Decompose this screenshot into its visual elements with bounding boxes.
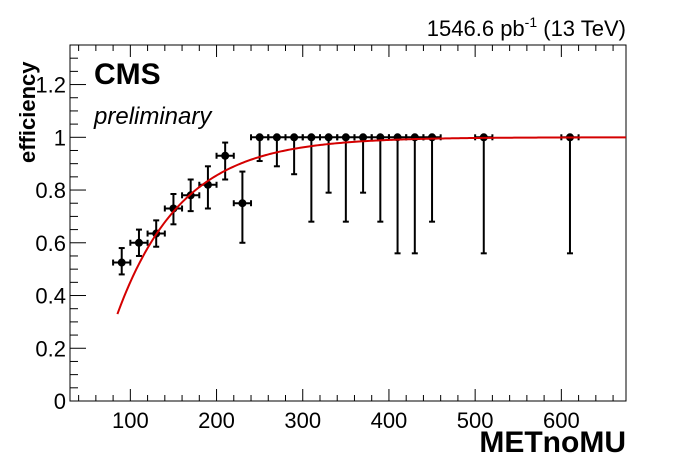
y-axis-tick-labels: 0 0.2 0.4 0.6 0.8 1 1.2 [35, 73, 66, 414]
data-marker [238, 199, 247, 208]
cms-label: CMS [94, 58, 161, 91]
y-tick-label: 0.6 [35, 231, 66, 256]
data-point [198, 165, 218, 210]
y-tick-label: 0.2 [35, 336, 66, 361]
data-point [129, 228, 149, 257]
x-axis-ticks [78, 45, 614, 401]
data-point [560, 133, 580, 255]
data-marker [307, 133, 316, 142]
data-point [163, 192, 184, 226]
data-point [267, 133, 287, 168]
data-marker [341, 133, 350, 142]
y-tick-label: 0.4 [35, 284, 66, 309]
data-marker [221, 151, 230, 160]
data-point [474, 133, 494, 255]
data-point [405, 133, 425, 255]
data-marker [324, 133, 333, 142]
luminosity-label: 1546.6 pb-1 (13 TeV) [427, 14, 626, 41]
energy-label: (13 TeV) [543, 16, 626, 41]
data-marker [272, 133, 281, 142]
data-point [215, 141, 235, 181]
x-tick-label: 400 [371, 408, 408, 433]
data-point [318, 133, 339, 194]
data-marker [134, 238, 143, 247]
data-point [232, 170, 253, 244]
y-tick-label: 0.8 [35, 178, 66, 203]
preliminary-label: preliminary [93, 103, 213, 130]
plot-frame [69, 44, 627, 402]
x-tick-label: 200 [198, 408, 235, 433]
y-axis-ticks [70, 44, 86, 402]
x-axis-label: METnoMU [479, 426, 626, 459]
y-tick-label: 1 [54, 125, 66, 150]
y-tick-label: 0 [54, 389, 66, 414]
y-tick-label: 1.2 [35, 73, 66, 98]
data-marker [428, 133, 437, 142]
x-tick-label: 300 [284, 408, 321, 433]
lumi-exponent: -1 [525, 14, 538, 30]
x-tick-label: 500 [457, 408, 494, 433]
data-marker [117, 258, 126, 267]
data-point [336, 133, 356, 223]
data-point [422, 133, 442, 223]
x-axis-tick-labels: 100 200 300 400 500 600 [112, 408, 580, 433]
x-tick-label: 600 [543, 408, 580, 433]
data-point [370, 133, 390, 223]
data-point [301, 133, 321, 223]
data-marker [359, 133, 368, 142]
data-marker [290, 133, 299, 142]
data-marker [255, 133, 264, 142]
y-axis-label: efficiency [15, 61, 40, 163]
data-point [387, 133, 408, 255]
fit-curve [116, 136, 627, 315]
data-points [112, 133, 580, 276]
data-point [112, 247, 132, 276]
x-tick-label: 100 [112, 408, 149, 433]
lumi-value: 1546.6 pb [427, 16, 525, 41]
data-point [284, 133, 304, 176]
